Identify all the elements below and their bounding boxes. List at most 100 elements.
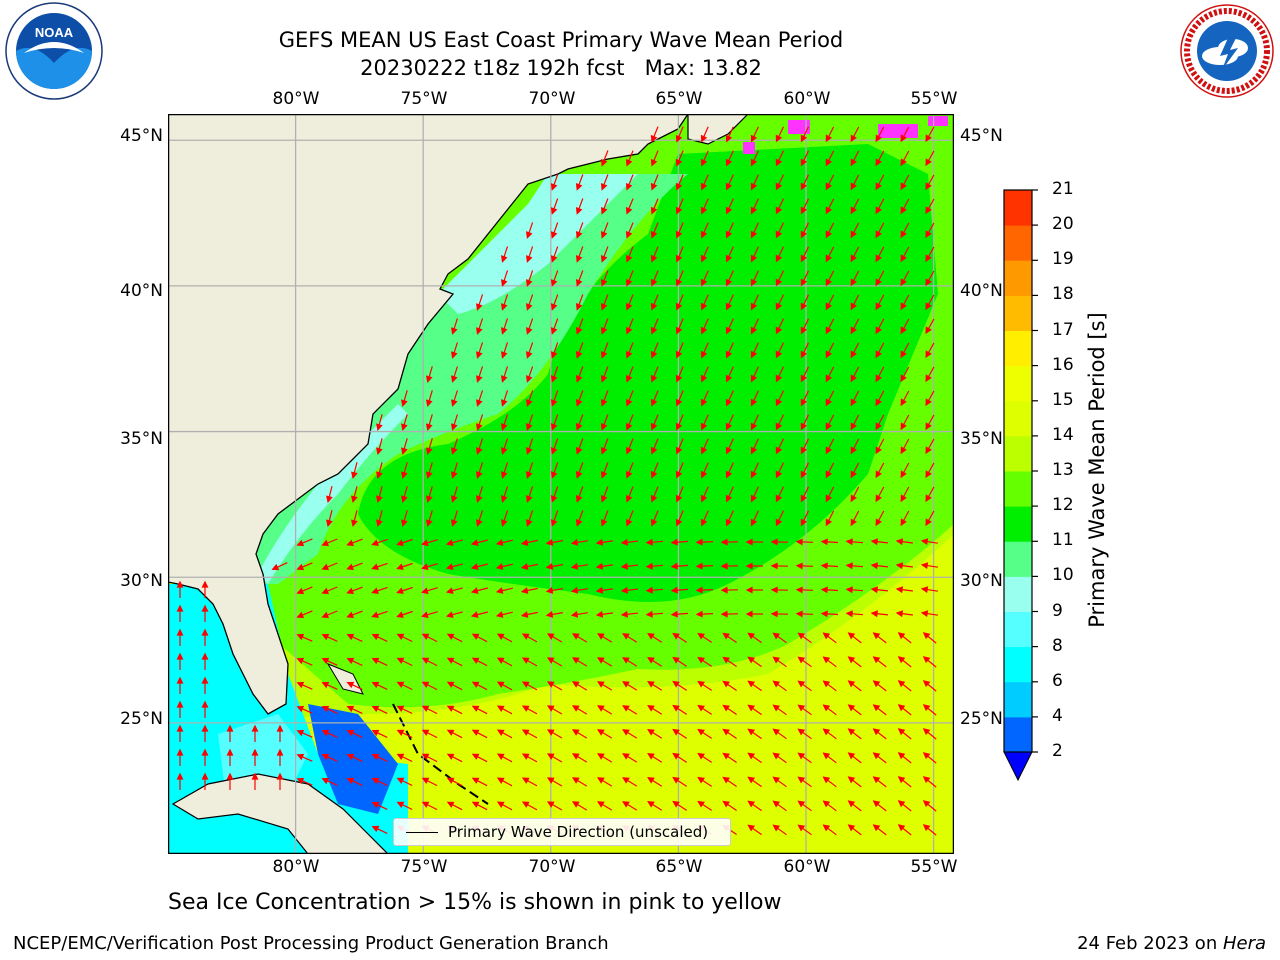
wave-arrow-head — [650, 326, 658, 335]
wave-arrow-head — [675, 398, 683, 407]
wave-arrow-head — [371, 539, 379, 547]
wave-arrow-head — [695, 538, 703, 546]
wave-arrow-head — [597, 801, 605, 808]
wave-arrow-head — [850, 302, 857, 311]
colorbar-tick-label: 6 — [1052, 670, 1063, 691]
wave-arrow-head — [870, 610, 879, 618]
wave-arrow-head — [346, 539, 355, 547]
wave-arrow-head — [900, 446, 907, 455]
wave-arrow-head — [351, 519, 358, 527]
wave-arrow-head — [475, 423, 483, 431]
wave-arrow-head — [650, 206, 658, 215]
wave-arrow-head — [600, 326, 608, 335]
wave-arrow-head — [800, 422, 808, 431]
map-border — [168, 114, 954, 854]
wave-arrow-head — [670, 610, 678, 618]
wave-arrow-head — [625, 326, 633, 335]
wave-arrow-head — [471, 777, 480, 784]
wave-arrow-head — [550, 351, 558, 359]
wave-arrow-head — [471, 801, 480, 808]
lon-tick-bottom: 80°W — [272, 857, 320, 877]
wave-arrow-head — [421, 705, 430, 713]
wave-arrow-head — [745, 538, 753, 546]
wave-arrow-head — [525, 423, 533, 431]
wave-arrow-head — [176, 580, 184, 588]
wave-arrow-head — [850, 134, 857, 143]
wave-arrow-head — [521, 705, 530, 712]
wave-arrow-head — [875, 206, 882, 215]
wave-arrow-head — [872, 800, 881, 808]
wave-arrow-head — [521, 681, 530, 688]
wave-arrow-head — [875, 374, 882, 383]
wave-arrow-head — [850, 206, 857, 215]
wave-arrow-head — [425, 471, 433, 479]
wave-arrow-head — [396, 777, 405, 785]
wave-arrow-head — [725, 374, 733, 383]
colorbar-tick-label: 14 — [1052, 424, 1074, 445]
wave-arrow-head — [745, 586, 753, 594]
wave-arrow-head — [825, 326, 833, 335]
wave-arrow-head — [825, 398, 833, 407]
wave-arrow-head — [625, 350, 633, 359]
wave-arrow-head — [201, 724, 209, 732]
wave-arrow-head — [500, 279, 508, 287]
wave-arrow-head — [872, 728, 881, 736]
wave-arrow-head — [875, 182, 882, 191]
wave-arrow-head — [520, 587, 529, 594]
wave-arrow-head — [546, 705, 555, 712]
wave-arrow-head — [296, 657, 305, 665]
wave-arrow-head — [620, 562, 629, 570]
map-gridlines — [168, 114, 954, 854]
wave-arrow-head — [922, 728, 931, 736]
wave-arrow-head — [425, 399, 433, 407]
wave-arrow-head — [670, 538, 678, 546]
wave-arrow-head — [647, 752, 655, 760]
wave-arrow-head — [897, 704, 906, 712]
wave-arrow-head — [346, 705, 355, 713]
wave-arrow-head — [471, 753, 480, 760]
wave-arrow-head — [845, 538, 853, 546]
wave-arrow-head — [670, 562, 678, 570]
wave-arrow-head — [850, 278, 857, 287]
wave-direction-arrows — [176, 126, 938, 836]
wave-arrow-head — [725, 326, 733, 335]
wave-arrow-head — [820, 562, 828, 570]
wave-arrow-head — [500, 327, 508, 335]
wave-arrow-head — [575, 350, 583, 359]
chart-subtitle-date: 20230222 t18z 192h fcst Max: 13.82 — [360, 56, 762, 80]
wave-arrow-head — [271, 563, 280, 571]
wave-arrow-head — [700, 254, 708, 263]
wave-arrow-head — [925, 134, 932, 143]
wave-arrow-head — [446, 777, 455, 784]
land-bahamas — [326, 662, 364, 695]
wave-arrow-head — [797, 776, 806, 784]
wave-arrow-head — [647, 728, 655, 736]
legend-label: Primary Wave Direction (unscaled) — [448, 823, 709, 841]
colorbar-tick-label: 16 — [1052, 354, 1074, 375]
wave-arrow-head — [925, 446, 932, 455]
wave-arrow-head — [622, 705, 630, 712]
colorbar-block — [1004, 541, 1032, 577]
wave-arrow-head — [396, 539, 404, 547]
wave-arrow-head — [847, 680, 856, 688]
wave-arrow-head — [575, 398, 583, 407]
wave-arrow-head — [722, 704, 730, 712]
wave-arrow-head — [622, 753, 630, 760]
lon-tick-bottom: 55°W — [910, 857, 958, 877]
wave-arrow-head — [800, 494, 808, 503]
wave-arrow-head — [700, 350, 708, 359]
colorbar-tick-label: 13 — [1052, 460, 1074, 480]
wave-arrow-head — [675, 230, 683, 239]
wave-arrow-head — [772, 800, 781, 808]
wave-arrow-head — [775, 470, 783, 479]
wave-arrow-head — [825, 134, 833, 143]
wave-arrow-head — [600, 470, 608, 479]
wave-arrow-head — [276, 748, 284, 756]
wave-arrow-head — [697, 656, 705, 664]
wave-arrow-head — [376, 423, 383, 431]
wave-arrow-head — [600, 518, 608, 527]
wave-arrow-head — [500, 519, 508, 527]
wave-arrow-head — [675, 254, 683, 263]
wave-arrow-head — [645, 586, 653, 594]
wave-arrow-head — [421, 563, 429, 571]
